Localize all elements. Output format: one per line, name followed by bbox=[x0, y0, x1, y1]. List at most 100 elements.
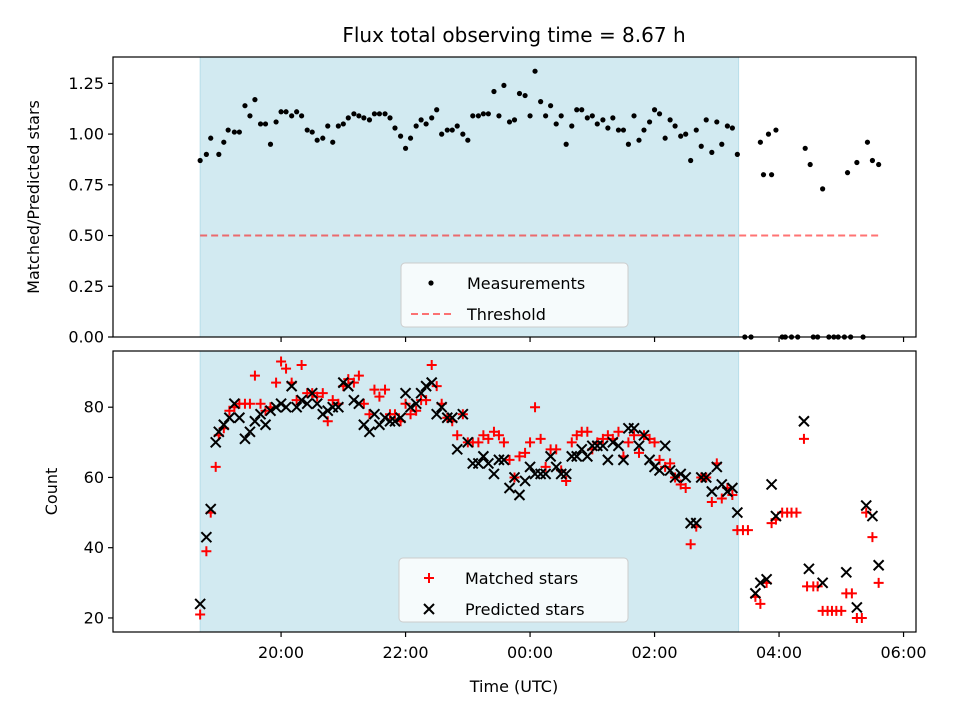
legend: Measurements Threshold bbox=[400, 262, 629, 328]
data-point bbox=[247, 113, 253, 119]
data-point bbox=[719, 141, 725, 147]
data-point bbox=[264, 405, 277, 417]
data-point bbox=[525, 437, 536, 448]
data-point bbox=[380, 384, 391, 395]
x-tick-label: 20:00 bbox=[258, 643, 304, 662]
y-axis-label: Matched/Predicted stars bbox=[24, 100, 43, 294]
data-point bbox=[527, 113, 533, 119]
top-panel: 0.00 0.25 0.50 0.75 1.00 1.25 Matched/Predicte… bbox=[24, 56, 917, 347]
data-point bbox=[566, 437, 577, 448]
data-point bbox=[582, 426, 593, 437]
data-point bbox=[581, 450, 594, 463]
data-point bbox=[693, 127, 699, 133]
bottom-panel: 20 40 60 80 20:00 22:00 00:00 02:00 04:00 06:00 Co… bbox=[42, 350, 927, 662]
data-point bbox=[452, 430, 463, 441]
data-point bbox=[233, 412, 246, 424]
data-point bbox=[558, 113, 564, 119]
data-point bbox=[703, 117, 709, 123]
data-point bbox=[760, 172, 767, 178]
data-point bbox=[721, 485, 734, 498]
legend-frame bbox=[400, 262, 629, 328]
data-point bbox=[457, 408, 469, 420]
data-point bbox=[754, 577, 767, 589]
data-point bbox=[194, 598, 206, 610]
data-point bbox=[353, 397, 365, 410]
data-point bbox=[470, 113, 476, 119]
data-point bbox=[768, 172, 775, 178]
data-point bbox=[473, 437, 484, 448]
data-point bbox=[864, 139, 871, 145]
data-point bbox=[840, 566, 852, 578]
data-point bbox=[460, 131, 466, 137]
data-point bbox=[348, 394, 360, 406]
data-point bbox=[379, 412, 391, 424]
data-point bbox=[259, 419, 272, 431]
series-matched-stars bbox=[195, 356, 884, 623]
x-tick-label: 04:00 bbox=[756, 643, 802, 662]
data-point bbox=[205, 503, 217, 515]
data-point bbox=[872, 559, 885, 571]
data-point bbox=[683, 131, 689, 137]
data-point bbox=[309, 129, 315, 135]
data-point bbox=[325, 123, 331, 129]
data-point bbox=[615, 127, 622, 133]
x-tick-label: 06:00 bbox=[880, 643, 926, 662]
legend: Matched stars Predicted stars bbox=[398, 557, 629, 623]
data-point bbox=[550, 461, 562, 473]
data-point bbox=[646, 119, 653, 125]
data-point bbox=[342, 380, 355, 392]
data-point bbox=[413, 123, 419, 129]
data-point bbox=[320, 135, 326, 141]
data-point bbox=[820, 186, 826, 192]
data-point bbox=[617, 454, 630, 466]
data-point bbox=[231, 129, 237, 135]
data-point bbox=[358, 398, 369, 409]
data-point bbox=[441, 412, 453, 424]
y-tick-label: 40 bbox=[84, 538, 104, 557]
data-point bbox=[574, 107, 580, 113]
data-point bbox=[742, 525, 753, 536]
data-point bbox=[332, 401, 345, 413]
data-point bbox=[548, 103, 554, 109]
data-point bbox=[571, 450, 583, 463]
data-point bbox=[254, 408, 267, 420]
data-point bbox=[625, 141, 632, 147]
data-point bbox=[620, 127, 627, 133]
data-point bbox=[301, 397, 313, 410]
data-point bbox=[216, 151, 222, 157]
data-point bbox=[276, 356, 287, 367]
data-point bbox=[496, 113, 502, 119]
data-point bbox=[690, 517, 702, 529]
data-point bbox=[711, 461, 723, 473]
data-point bbox=[553, 121, 559, 127]
data-point bbox=[643, 454, 656, 466]
data-point bbox=[296, 360, 307, 371]
data-point bbox=[244, 398, 255, 409]
data-point bbox=[223, 412, 236, 424]
data-point bbox=[210, 436, 222, 449]
data-point bbox=[605, 125, 611, 131]
data-point bbox=[482, 457, 495, 470]
data-point bbox=[700, 471, 712, 484]
data-point bbox=[563, 141, 569, 147]
data-point bbox=[255, 398, 266, 409]
data-point bbox=[294, 109, 300, 115]
data-point bbox=[203, 151, 209, 157]
data-point bbox=[295, 394, 308, 406]
data-point bbox=[851, 601, 863, 614]
data-point bbox=[444, 127, 450, 133]
data-point bbox=[407, 135, 414, 141]
data-point bbox=[727, 490, 738, 501]
data-point bbox=[503, 482, 516, 494]
data-point bbox=[651, 107, 658, 113]
data-point bbox=[656, 111, 663, 117]
data-point bbox=[695, 471, 707, 484]
y-tick-label: 60 bbox=[84, 468, 104, 487]
data-point bbox=[410, 397, 422, 410]
data-point bbox=[446, 412, 458, 424]
data-point bbox=[374, 391, 385, 402]
data-point bbox=[659, 440, 671, 452]
data-point bbox=[283, 109, 289, 115]
data-point bbox=[404, 401, 417, 413]
data-point bbox=[569, 123, 575, 129]
